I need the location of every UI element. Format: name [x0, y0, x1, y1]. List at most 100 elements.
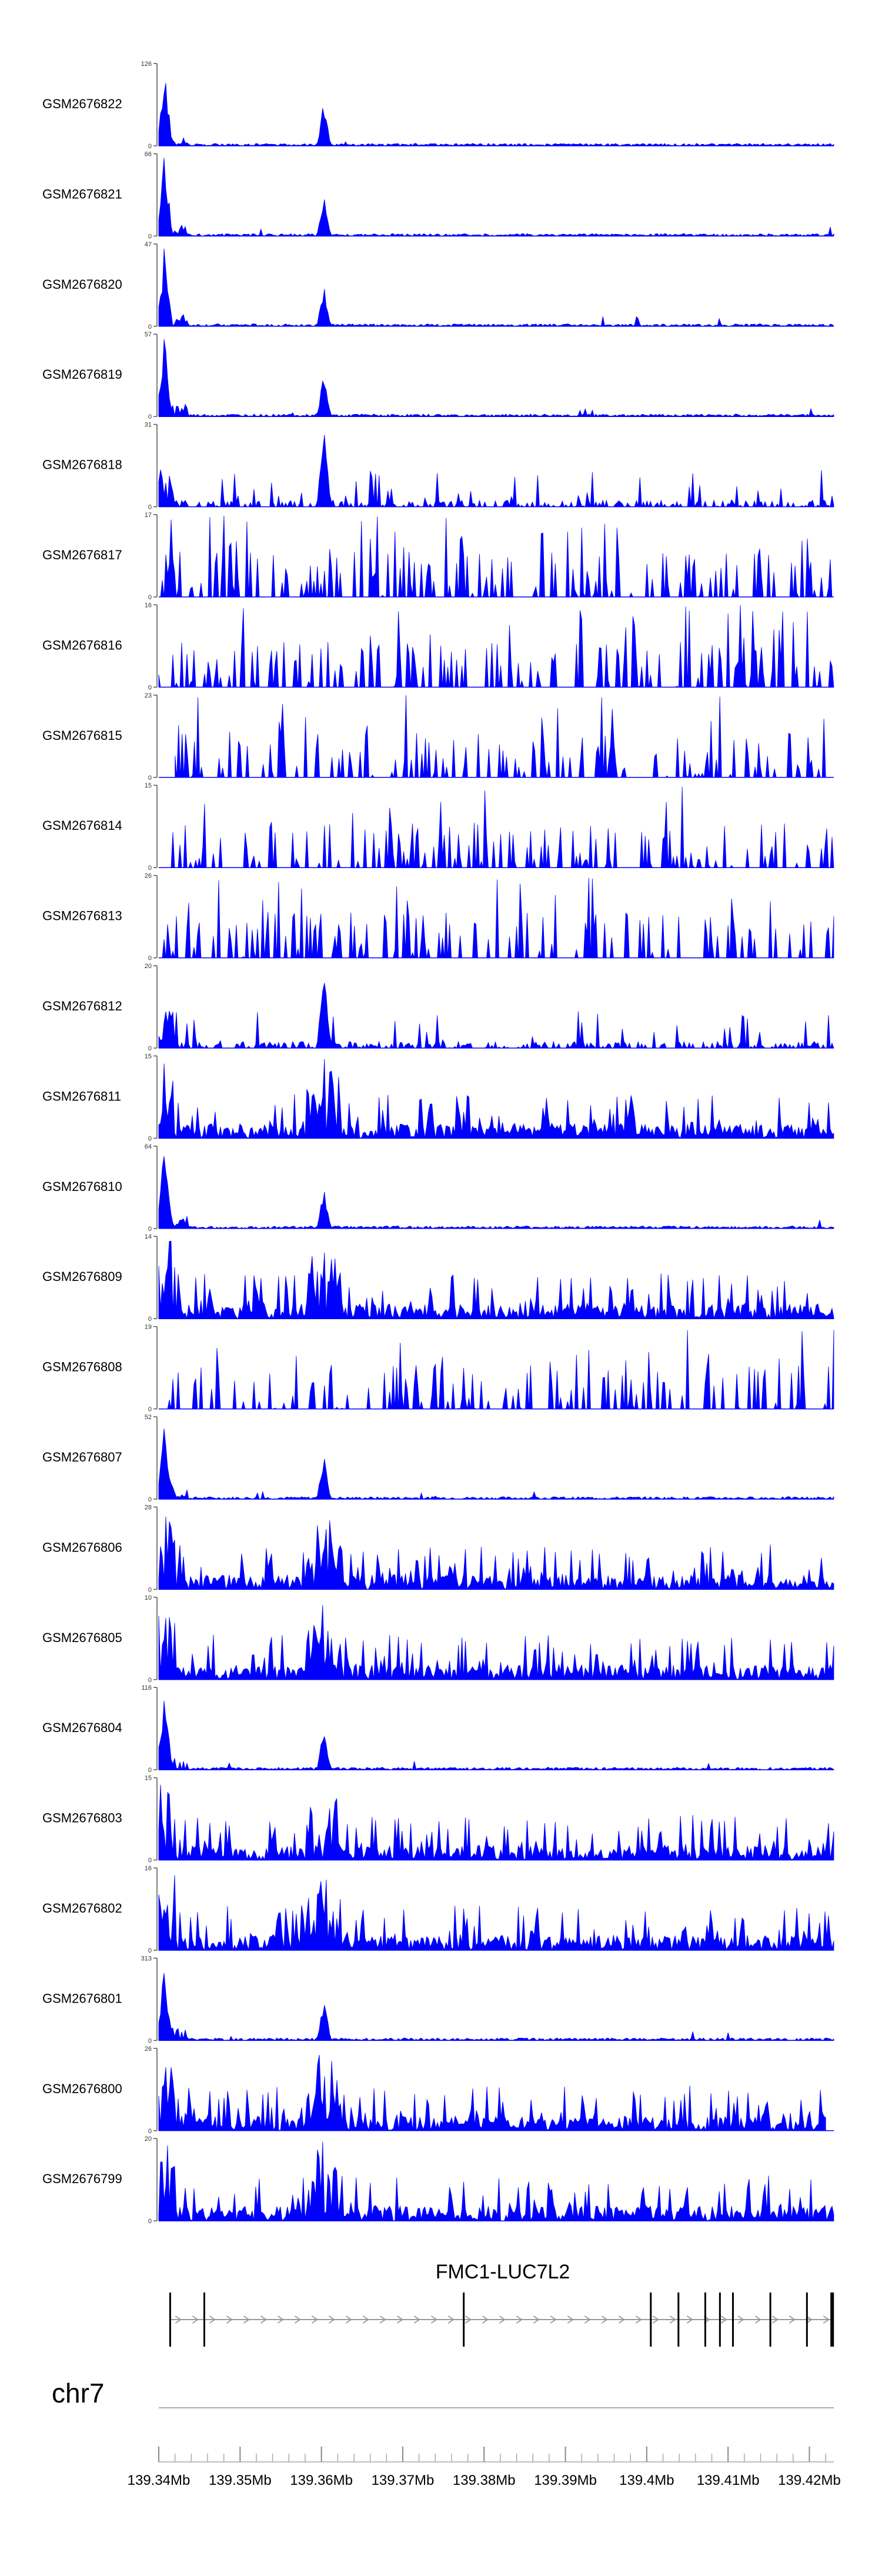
track-ymin-label: 0: [148, 1316, 152, 1323]
strand-arrow: [686, 2315, 693, 2324]
strand-arrow: [806, 2315, 813, 2324]
track: GSM2676812 20 0: [42, 963, 834, 1052]
strand-arrow: [550, 2315, 557, 2324]
strand-arrow: [277, 2315, 284, 2324]
gene-name-label: FMC1-LUC7L2: [436, 2261, 570, 2283]
coverage-area: [175, 695, 826, 779]
strand-arrow: [311, 2315, 318, 2324]
track-ymax-label: 16: [145, 602, 152, 609]
coverage-area: [158, 1605, 834, 1680]
track-ymin-label: 0: [148, 2037, 152, 2044]
track-ymax-label: 31: [145, 422, 152, 429]
coverage-area: [158, 248, 834, 327]
tick-label: 139.39Mb: [534, 2472, 597, 2488]
track-ymax-label: 14: [145, 1233, 152, 1240]
track-ymin-label: 0: [148, 2128, 152, 2135]
strand-arrow: [430, 2315, 437, 2324]
tick-label: 139.4Mb: [619, 2472, 674, 2488]
strand-arrow: [754, 2315, 761, 2324]
track-ymin-label: 0: [148, 1496, 152, 1503]
exon: [769, 2293, 771, 2347]
track-label: GSM2676801: [42, 1991, 122, 2006]
gene-track: FMC1-LUC7L2: [169, 2261, 834, 2347]
strand-arrow: [567, 2315, 574, 2324]
tick-label: 139.34Mb: [128, 2472, 191, 2488]
track-ymax-label: 20: [145, 963, 152, 970]
track-ymax-label: 66: [145, 151, 152, 158]
exon: [677, 2293, 680, 2347]
strand-arrow: [499, 2315, 506, 2324]
track: GSM2676819 57 0: [42, 331, 834, 421]
strand-arrow: [345, 2315, 352, 2324]
strand-arrow: [771, 2315, 779, 2324]
track-ymin-label: 0: [148, 1677, 152, 1684]
track-ymax-label: 19: [145, 1324, 152, 1331]
track: GSM2676801 313 0: [42, 1955, 834, 2044]
track: GSM2676818 31 0: [42, 422, 834, 511]
strand-arrow: [413, 2315, 420, 2324]
track-ymin-label: 0: [148, 1406, 152, 1413]
track-ymin-label: 0: [148, 413, 152, 421]
track: GSM2676806 28 0: [42, 1504, 834, 1593]
track-ymin-label: 0: [148, 684, 152, 691]
track: GSM2676809 14 0: [42, 1233, 834, 1323]
tick-label: 139.36Mb: [290, 2472, 353, 2488]
track: GSM2676805 10 0: [42, 1594, 834, 1684]
strand-arrow: [226, 2315, 233, 2324]
exon: [169, 2293, 171, 2347]
exon: [731, 2293, 734, 2347]
strand-arrow: [328, 2315, 335, 2324]
track-label: GSM2676809: [42, 1269, 122, 1284]
coverage-area: [158, 983, 834, 1049]
track-ymax-label: 28: [145, 1504, 152, 1511]
genome-axis: chr7 139.34Mb 139.35Mb 139.36Mb 139.37Mb 139…: [52, 2378, 841, 2488]
track: GSM2676815 23 0: [42, 692, 834, 782]
track-label: GSM2676805: [42, 1630, 122, 1645]
track-ymax-label: 52: [145, 1414, 152, 1421]
track-ymin-label: 0: [148, 1767, 152, 1774]
strand-arrow: [737, 2315, 744, 2324]
track-ymax-label: 116: [141, 1684, 152, 1691]
tick-label: 139.38Mb: [453, 2472, 516, 2488]
chromosome-label: chr7: [52, 2378, 104, 2408]
coverage-area: [158, 605, 834, 688]
coverage-area: [158, 2054, 826, 2132]
exon: [719, 2293, 721, 2347]
track-ymax-label: 23: [145, 692, 152, 699]
track-ymax-label: 126: [141, 61, 152, 68]
track: GSM2676817 17 0: [42, 512, 834, 601]
strand-arrow: [652, 2315, 659, 2324]
track-ymax-label: 17: [145, 512, 152, 519]
strand-arrow: [260, 2315, 267, 2324]
strand-arrow: [362, 2315, 369, 2324]
track-label: GSM2676816: [42, 638, 122, 652]
coverage-area: [158, 1875, 834, 1951]
coverage-area: [158, 1156, 834, 1229]
track-ymax-label: 10: [145, 1594, 152, 1601]
tick-label: 139.41Mb: [697, 2472, 760, 2488]
coverage-area: [158, 1516, 834, 1590]
track-ymin-label: 0: [148, 1586, 152, 1593]
tick-label: 139.42Mb: [778, 2472, 841, 2488]
coverage-area: [158, 1240, 834, 1320]
track-ymin-label: 0: [148, 1135, 152, 1142]
track-ymin-label: 0: [148, 2218, 152, 2225]
track-ymax-label: 57: [145, 331, 152, 338]
track-label: GSM2676808: [42, 1360, 122, 1374]
track: GSM2676804 116 0: [42, 1684, 834, 1774]
track-ymin-label: 0: [148, 1947, 152, 1954]
track-ymax-label: 26: [145, 2046, 152, 2053]
track-label: GSM2676817: [42, 548, 122, 562]
track-label: GSM2676814: [42, 818, 122, 833]
track-label: GSM2676802: [42, 1901, 122, 1916]
coverage-area: [158, 1700, 834, 1770]
exon: [704, 2293, 706, 2347]
track: GSM2676820 47 0: [42, 241, 834, 331]
coverage-tracks: GSM26768221260GSM2676821660GSM2676820470…: [42, 61, 834, 2225]
track-label: GSM2676820: [42, 277, 122, 292]
track-ymin-label: 0: [148, 233, 152, 240]
track: GSM2676821 66 0: [42, 151, 834, 240]
track-ymin-label: 0: [148, 1045, 152, 1052]
axis-ticks: 139.34Mb 139.35Mb 139.36Mb 139.37Mb 139.38Mb…: [128, 2407, 841, 2488]
track-ymin-label: 0: [148, 143, 152, 150]
